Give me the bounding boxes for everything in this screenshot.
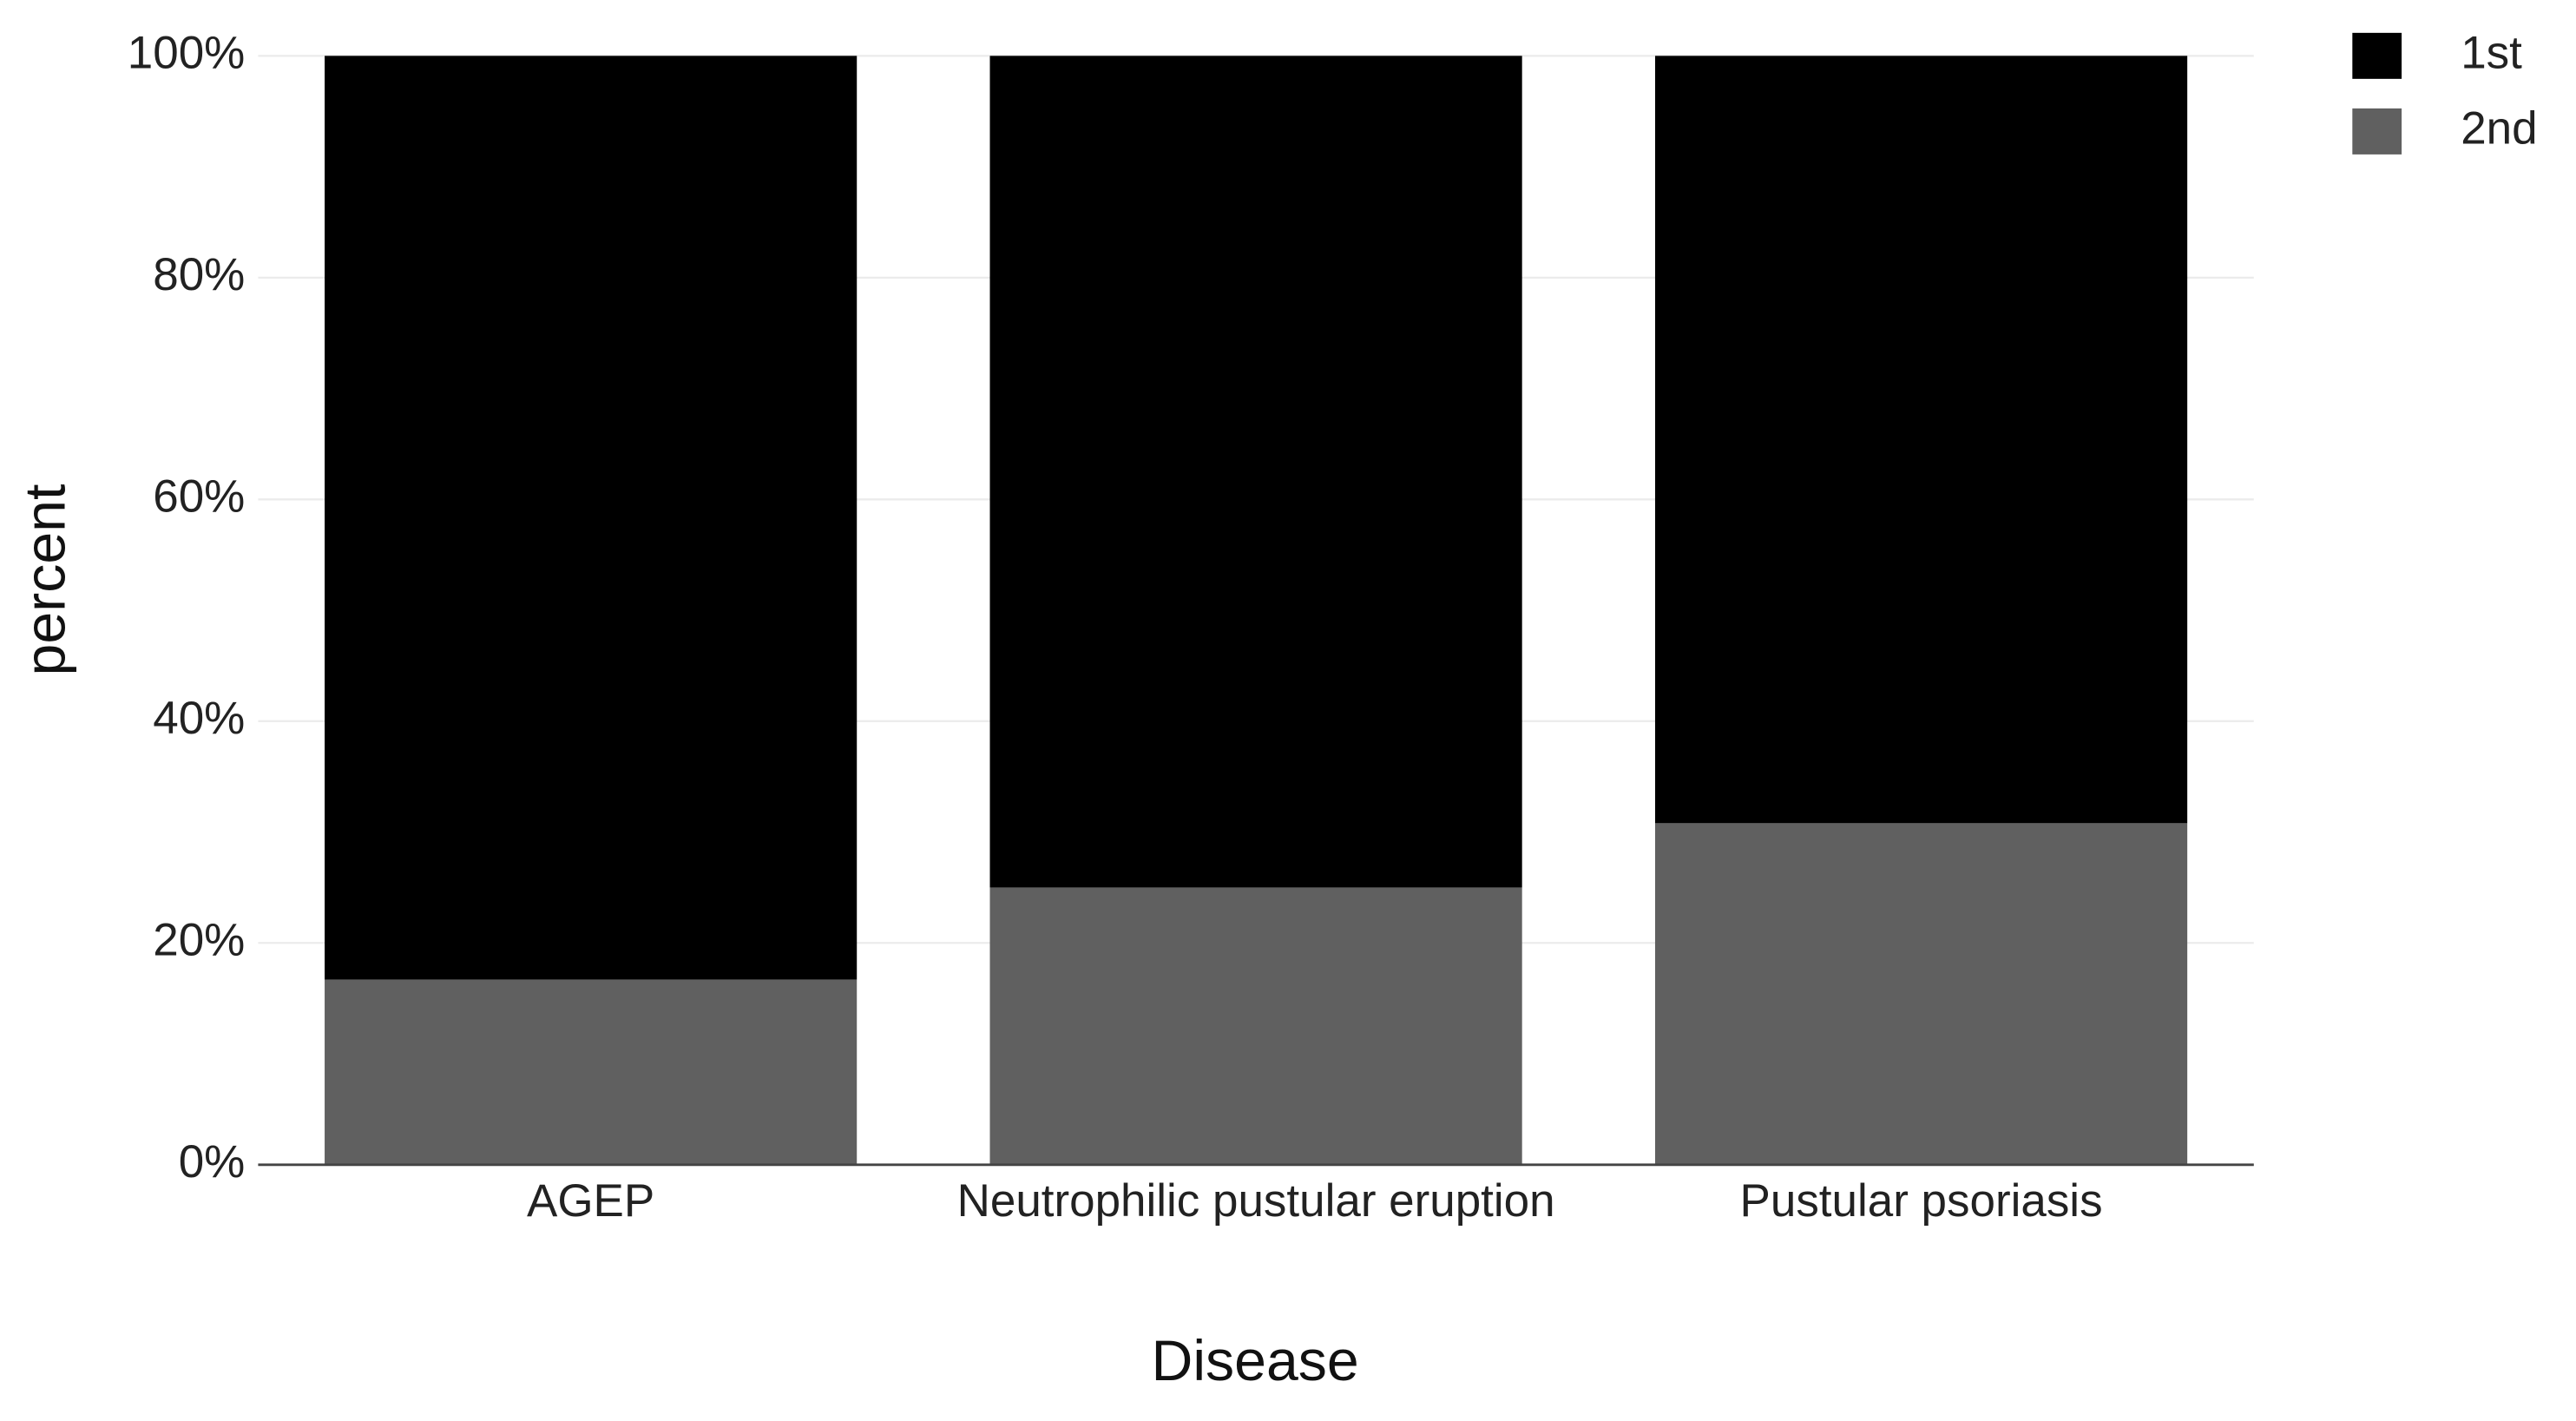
y-axis-title: percent xyxy=(14,484,78,676)
x-axis-title: Disease xyxy=(1152,1329,1359,1393)
x-tick-label: Neutrophilic pustular eruption xyxy=(957,1175,1555,1227)
x-tick-label: Pustular psoriasis xyxy=(1740,1175,2103,1227)
legend-label: 2nd xyxy=(2461,102,2537,154)
bar-segment xyxy=(989,56,1522,888)
y-tick-label: 80% xyxy=(153,249,245,300)
y-tick-label: 20% xyxy=(153,914,245,965)
y-tick-label: 0% xyxy=(179,1136,246,1187)
bar-segment xyxy=(325,979,858,1165)
y-tick-label: 40% xyxy=(153,693,245,744)
y-tick-label: 60% xyxy=(153,470,245,522)
x-tick-label: AGEP xyxy=(527,1175,654,1227)
bar-segment xyxy=(1654,823,2188,1165)
legend-swatch xyxy=(2352,108,2402,155)
bar-segment xyxy=(325,56,858,980)
legend-label: 1st xyxy=(2461,27,2522,78)
bar-segment xyxy=(989,887,1522,1165)
legend-swatch xyxy=(2352,32,2402,79)
y-tick-label: 100% xyxy=(128,27,245,78)
bar-segment xyxy=(1654,56,2188,824)
